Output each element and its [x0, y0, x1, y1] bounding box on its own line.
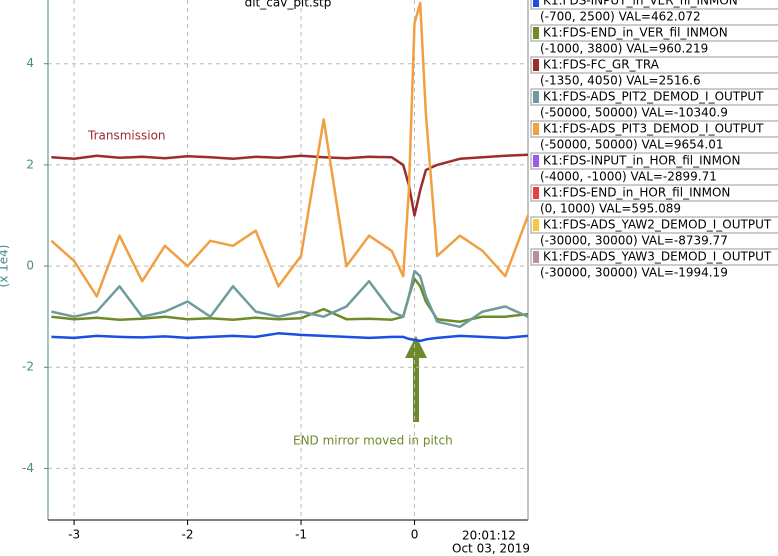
legend-swatch — [533, 91, 539, 103]
legend-name: K1:FDS-END_in_VER_fil_INMON — [543, 26, 728, 40]
series-line — [51, 153, 529, 217]
series-line — [51, 269, 529, 329]
legend-box — [530, 88, 778, 106]
legend-info: (-1000, 3800) VAL=960.219 — [540, 42, 708, 56]
legend-box — [530, 248, 778, 266]
legend-swatch — [533, 59, 539, 71]
legend-info: (-50000, 50000) VAL=-10340.9 — [540, 106, 728, 120]
legend-name: K1:FDS-ADS_PIT3_DEMOD_I_OUTPUT — [543, 122, 764, 136]
legend-box — [530, 152, 778, 170]
legend-box — [530, 56, 778, 74]
legend-swatch — [533, 27, 539, 39]
annotation: END mirror moved in pitch — [293, 434, 453, 448]
legend-swatch — [533, 187, 539, 199]
legend-name: K1:FDS-END_in_HOR_fil_INMON — [543, 186, 730, 200]
x-tick-label: -1 — [295, 528, 307, 542]
y-tick-label: -4 — [22, 461, 34, 475]
series-line — [50, 1, 530, 298]
legend-box — [530, 184, 778, 202]
legend-name: K1:FDS-ADS_PIT2_DEMOD_I_OUTPUT — [543, 90, 764, 104]
legend-info: (0, 1000) VAL=595.089 — [540, 202, 681, 216]
legend-swatch — [533, 155, 539, 167]
legend-info: (-30000, 30000) VAL=-8739.77 — [540, 234, 728, 248]
legend-box — [530, 120, 778, 138]
x-tick-label: -2 — [182, 528, 194, 542]
legend-swatch — [533, 251, 539, 263]
series-line — [51, 332, 529, 343]
y-tick-label: 0 — [26, 259, 34, 273]
y-tick-label: 2 — [26, 157, 34, 171]
annotation: Transmission — [87, 129, 166, 143]
chart-title: dit_cav_pit.stp — [245, 0, 332, 10]
legend-box — [530, 216, 778, 234]
annotation-arrowhead — [405, 336, 427, 358]
y-axis-label: (x 1e4) — [0, 245, 11, 288]
legend-name: K1:FDS-FC_GR_TRA — [543, 58, 660, 72]
legend-name: K1:FDS-ADS_YAW2_DEMOD_I_OUTPUT — [543, 218, 772, 232]
legend-name: K1:FDS-INPUT_in_VER_fil_INMON — [543, 0, 738, 8]
x-tick-label: 0 — [411, 528, 419, 542]
legend-name: K1:FDS-ADS_YAW3_DEMOD_I_OUTPUT — [543, 250, 772, 264]
y-tick-label: -2 — [22, 360, 34, 374]
legend-info: (-700, 2500) VAL=462.072 — [540, 10, 701, 24]
legend-box — [530, 24, 778, 42]
legend-swatch — [533, 123, 539, 135]
legend-swatch — [533, 0, 539, 7]
date-label: Oct 03, 2019 — [452, 542, 530, 556]
y-tick-label: 4 — [26, 56, 34, 70]
legend-box — [530, 0, 778, 10]
x-tick-label: -3 — [68, 528, 80, 542]
legend-swatch — [533, 219, 539, 231]
time-label: 20:01:12 — [462, 529, 516, 543]
legend-info: (-30000, 30000) VAL=-1994.19 — [540, 266, 728, 280]
legend-info: (-4000, -1000) VAL=-2899.71 — [540, 170, 717, 184]
legend-info: (-1350, 4050) VAL=2516.6 — [540, 74, 701, 88]
legend-info: (-50000, 50000) VAL=9654.01 — [540, 138, 724, 152]
legend-name: K1:FDS-INPUT_in_HOR_fil_INMON — [543, 154, 740, 168]
